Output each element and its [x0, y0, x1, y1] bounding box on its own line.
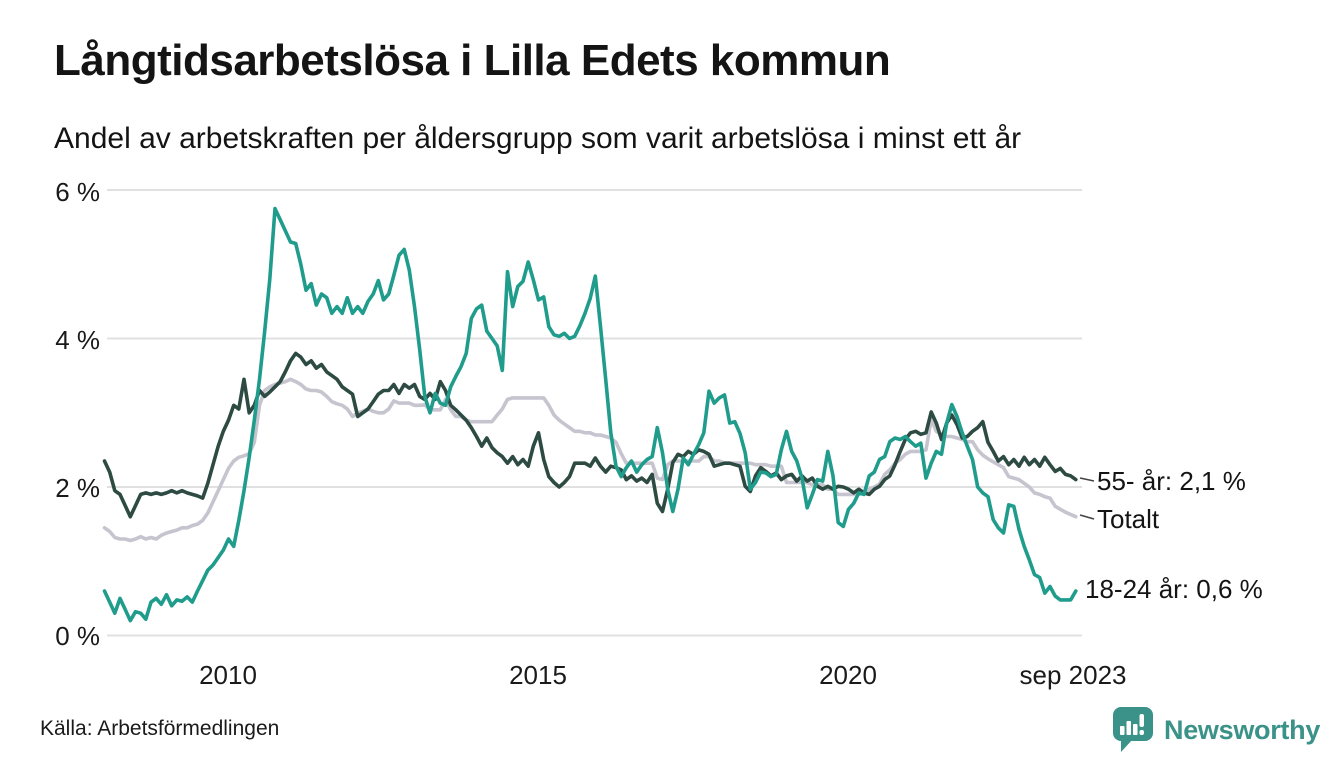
series-line-55- år	[102, 351, 1078, 519]
series-end-label-55: 55- år: 2,1 %	[1097, 466, 1246, 496]
series-line-18-24 år	[102, 206, 1078, 623]
gridlines	[107, 189, 1082, 637]
page-subtitle: Andel av arbetskraften per åldersgrupp s…	[54, 122, 1022, 155]
page-title: Långtidsarbetslösa i Lilla Edets kommun	[54, 36, 891, 85]
label-connectors	[1079, 477, 1095, 520]
y-tick-4: 4 %	[55, 325, 100, 355]
x-tick-2020: 2020	[819, 660, 877, 690]
x-tick-2010: 2010	[199, 660, 257, 690]
y-tick-0: 0 %	[55, 621, 100, 651]
series-line-Totalt	[102, 377, 1078, 543]
series-lines	[102, 206, 1078, 623]
newsworthy-logo[interactable]: Newsworthy	[1112, 706, 1320, 754]
x-tick-2015: 2015	[509, 660, 567, 690]
series-end-label-18-24: 18-24 år: 0,6 %	[1085, 574, 1263, 604]
source-note: Källa: Arbetsförmedlingen	[40, 717, 280, 740]
x-tick-sep-2023: sep 2023	[1019, 660, 1127, 690]
y-tick-6: 6 %	[55, 177, 100, 207]
newsworthy-logo-text: Newsworthy	[1164, 714, 1321, 745]
series-end-label-totalt: Totalt	[1097, 504, 1160, 534]
connector-totalt	[1079, 514, 1095, 520]
y-tick-2: 2 %	[55, 473, 100, 503]
connector-55	[1079, 477, 1095, 482]
newsworthy-logo-icon	[1113, 707, 1153, 752]
